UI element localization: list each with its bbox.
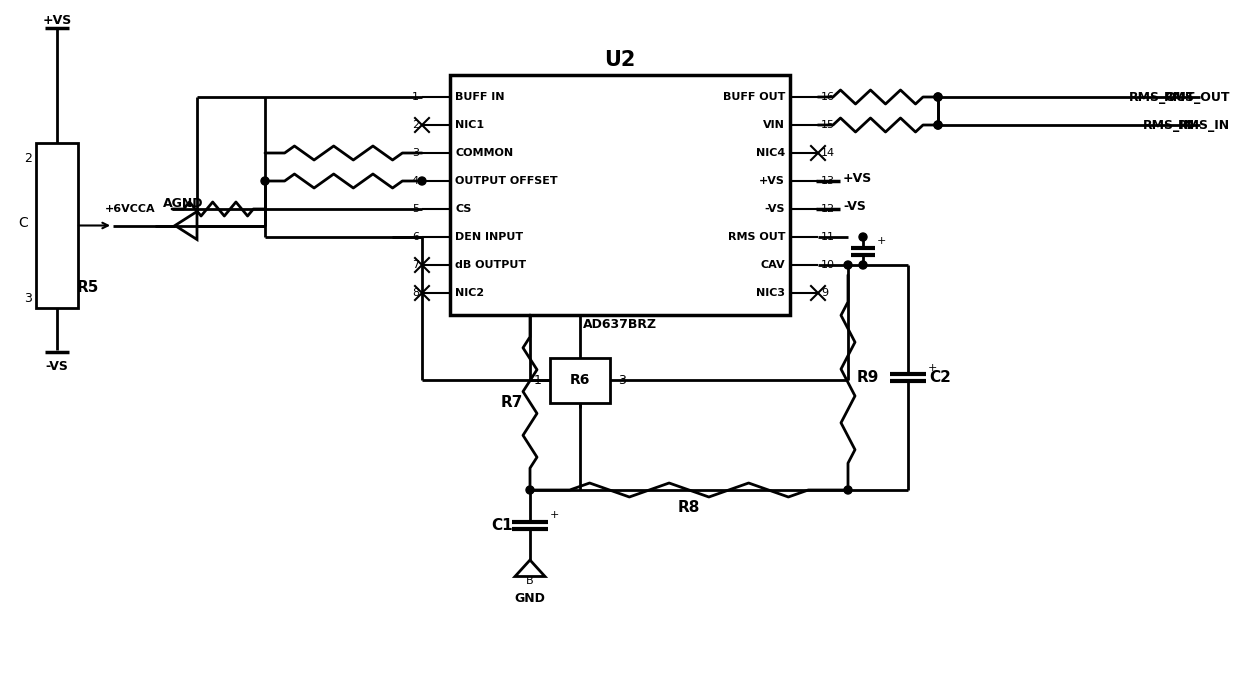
- Text: COMMON: COMMON: [455, 148, 513, 158]
- Text: CAV: CAV: [760, 260, 785, 270]
- Text: GND: GND: [515, 592, 546, 605]
- Text: NIC1: NIC1: [455, 120, 484, 130]
- Circle shape: [934, 121, 942, 129]
- Text: AD637BRZ: AD637BRZ: [583, 319, 657, 331]
- Text: R8: R8: [678, 500, 701, 516]
- Text: 3: 3: [618, 374, 626, 386]
- Text: 11: 11: [821, 232, 835, 242]
- Bar: [551, 358, 610, 402]
- Text: +: +: [928, 363, 937, 373]
- Text: 14: 14: [821, 148, 835, 158]
- Text: C1: C1: [491, 518, 513, 532]
- Text: RMS_OUT: RMS_OUT: [1128, 90, 1195, 104]
- Circle shape: [934, 121, 942, 129]
- Text: C: C: [19, 216, 29, 230]
- Text: +VS: +VS: [843, 173, 872, 186]
- Text: RMS OUT: RMS OUT: [728, 232, 785, 242]
- Text: VIN: VIN: [763, 120, 785, 130]
- Text: B: B: [526, 576, 533, 586]
- Text: 5: 5: [412, 204, 419, 214]
- Text: -VS: -VS: [765, 204, 785, 214]
- Text: +: +: [877, 237, 887, 246]
- Text: BUFF OUT: BUFF OUT: [723, 92, 785, 102]
- Circle shape: [260, 177, 269, 185]
- Text: R6: R6: [570, 373, 590, 387]
- Text: 2: 2: [412, 120, 419, 130]
- Text: CS: CS: [455, 204, 471, 214]
- Circle shape: [859, 261, 867, 269]
- Text: DEN INPUT: DEN INPUT: [455, 232, 523, 242]
- Text: OUTPUT OFFSET: OUTPUT OFFSET: [455, 176, 558, 186]
- Circle shape: [844, 261, 852, 269]
- Circle shape: [418, 177, 427, 185]
- Text: RMS_IN: RMS_IN: [1143, 118, 1195, 132]
- Bar: [450, 75, 790, 315]
- Text: NIC3: NIC3: [756, 288, 785, 298]
- Text: 12: 12: [821, 204, 835, 214]
- Circle shape: [526, 486, 534, 494]
- Text: 6: 6: [412, 232, 419, 242]
- Text: +: +: [551, 510, 559, 521]
- Text: AGND: AGND: [162, 197, 203, 210]
- Text: R9: R9: [857, 370, 879, 385]
- Text: 10: 10: [821, 260, 835, 270]
- Text: 4: 4: [412, 176, 419, 186]
- Text: U2: U2: [604, 50, 636, 70]
- Text: 16: 16: [821, 92, 835, 102]
- Text: -VS: -VS: [843, 200, 866, 214]
- Circle shape: [859, 233, 867, 241]
- Text: R5: R5: [77, 280, 99, 296]
- Text: 15: 15: [821, 120, 835, 130]
- Text: 2: 2: [24, 152, 32, 164]
- Text: 3: 3: [412, 148, 419, 158]
- Text: 9: 9: [821, 288, 828, 298]
- Bar: [36, 143, 78, 308]
- Text: NIC2: NIC2: [455, 288, 484, 298]
- Circle shape: [934, 93, 942, 101]
- Text: BUFF IN: BUFF IN: [455, 92, 505, 102]
- Text: +6VCCA: +6VCCA: [104, 204, 155, 214]
- Text: 1: 1: [534, 374, 542, 386]
- Text: 3: 3: [24, 292, 32, 305]
- Text: C2: C2: [929, 370, 951, 385]
- Text: RMS_IN: RMS_IN: [1178, 118, 1230, 132]
- Text: dB OUTPUT: dB OUTPUT: [455, 260, 526, 270]
- Text: 1: 1: [412, 92, 419, 102]
- Text: 7: 7: [412, 260, 419, 270]
- Text: +VS: +VS: [759, 176, 785, 186]
- Text: -VS: -VS: [46, 360, 68, 372]
- Text: 8: 8: [412, 288, 419, 298]
- Circle shape: [844, 486, 852, 494]
- Text: NIC4: NIC4: [755, 148, 785, 158]
- Text: RMS_OUT: RMS_OUT: [1163, 90, 1230, 104]
- Circle shape: [934, 93, 942, 101]
- Text: 13: 13: [821, 176, 835, 186]
- Text: R7: R7: [501, 395, 523, 410]
- Text: +VS: +VS: [42, 13, 72, 26]
